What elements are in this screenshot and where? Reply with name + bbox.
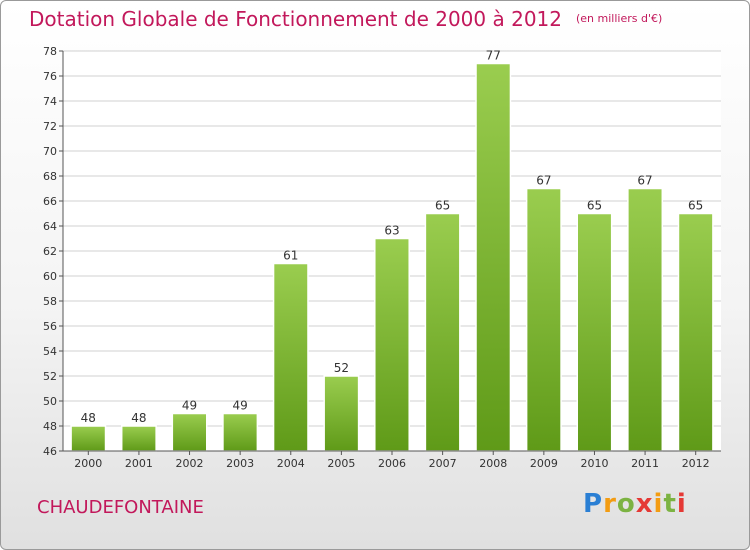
bar-2010 — [576, 212, 613, 452]
value-label: 67 — [637, 174, 652, 188]
y-tick-label: 64 — [43, 220, 57, 233]
x-tick-label: 2001 — [125, 457, 153, 470]
x-tick-label: 2009 — [530, 457, 558, 470]
bar-2000 — [70, 425, 107, 452]
value-label: 49 — [182, 399, 197, 413]
y-tick-label: 46 — [43, 445, 57, 458]
proxiti-logo: Proxiti — [583, 489, 687, 519]
value-label: 48 — [81, 411, 96, 425]
bar-2004 — [272, 262, 309, 452]
unit-label: (en milliers d'€) — [576, 12, 663, 25]
y-tick-label: 62 — [43, 245, 57, 258]
y-tick-label: 48 — [43, 420, 57, 433]
bar-2008 — [475, 62, 512, 452]
x-tick-label: 2012 — [682, 457, 710, 470]
bar-2011 — [627, 187, 664, 452]
value-label: 65 — [688, 199, 703, 213]
bar-2003 — [222, 412, 259, 452]
chart-title: Dotation Globale de Fonctionnement de 20… — [29, 7, 662, 31]
x-tick-label: 2000 — [74, 457, 102, 470]
title-text: Dotation Globale de Fonctionnement de 20… — [29, 7, 562, 31]
y-tick-label: 74 — [43, 95, 57, 108]
y-tick-label: 66 — [43, 195, 57, 208]
x-tick-label: 2003 — [226, 457, 254, 470]
x-tick-label: 2005 — [327, 457, 355, 470]
value-label: 67 — [536, 174, 551, 188]
value-label: 49 — [233, 399, 248, 413]
x-tick-label: 2004 — [277, 457, 305, 470]
value-label: 48 — [131, 411, 146, 425]
value-label: 65 — [587, 199, 602, 213]
x-tick-label: 2010 — [580, 457, 608, 470]
bar-2012 — [677, 212, 714, 452]
bar-2007 — [424, 212, 461, 452]
commune-name: CHAUDEFONTAINE — [37, 497, 204, 518]
y-tick-label: 68 — [43, 170, 57, 183]
bar-2006 — [374, 237, 410, 452]
y-tick-label: 72 — [43, 120, 57, 133]
x-tick-label: 2011 — [631, 457, 659, 470]
value-label: 77 — [486, 49, 501, 63]
x-tick-label: 2007 — [429, 457, 457, 470]
y-tick-label: 60 — [43, 270, 57, 283]
bar-2002 — [171, 412, 208, 452]
value-label: 65 — [435, 199, 450, 213]
y-tick-label: 70 — [43, 145, 57, 158]
y-tick-label: 76 — [43, 70, 57, 83]
bar-2009 — [525, 187, 562, 452]
x-tick-label: 2006 — [378, 457, 406, 470]
value-label: 63 — [384, 224, 399, 238]
y-tick-label: 54 — [43, 345, 57, 358]
y-tick-label: 58 — [43, 295, 57, 308]
y-tick-label: 52 — [43, 370, 57, 383]
bar-2001 — [120, 425, 157, 452]
value-label: 61 — [283, 249, 298, 263]
value-label: 52 — [334, 361, 349, 375]
y-tick-label: 56 — [43, 320, 57, 333]
x-tick-label: 2008 — [479, 457, 507, 470]
y-tick-label: 50 — [43, 395, 57, 408]
x-tick-label: 2002 — [176, 457, 204, 470]
bar-2005 — [323, 375, 360, 452]
y-tick-label: 78 — [43, 45, 57, 58]
